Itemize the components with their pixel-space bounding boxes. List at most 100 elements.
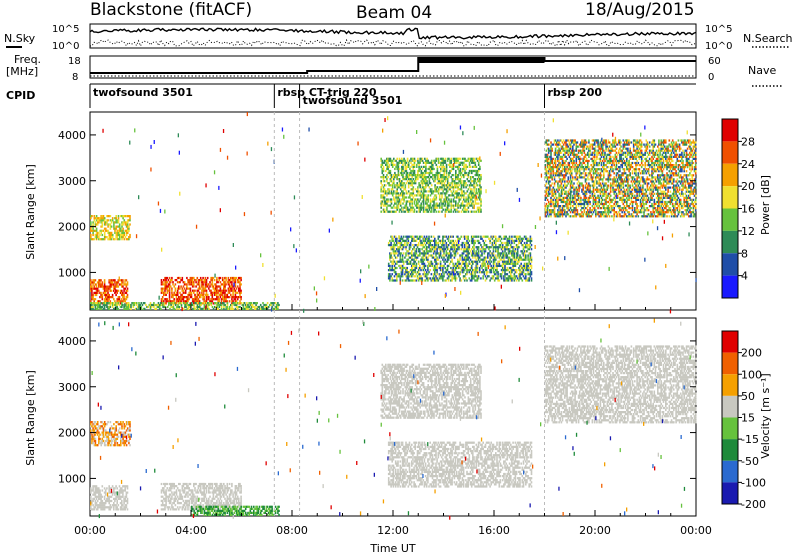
heatmap-cell bbox=[426, 271, 428, 273]
heatmap-cell bbox=[402, 248, 404, 250]
heatmap-cell bbox=[553, 174, 555, 176]
heatmap-cell bbox=[562, 166, 564, 168]
heatmap-cell bbox=[122, 236, 124, 238]
heatmap-cell bbox=[118, 290, 120, 292]
heatmap-cell bbox=[181, 302, 183, 304]
heatmap-cell bbox=[572, 176, 574, 178]
heatmap-cell bbox=[396, 190, 398, 192]
heatmap-cell bbox=[405, 188, 407, 190]
heatmap-cell bbox=[545, 164, 547, 166]
heatmap-cell bbox=[383, 174, 385, 176]
heatmap-cell bbox=[495, 248, 497, 250]
heatmap-cell bbox=[277, 308, 279, 310]
heatmap-cell bbox=[442, 180, 444, 182]
heatmap-cell bbox=[398, 172, 400, 174]
heatmap-cell bbox=[411, 205, 413, 207]
heatmap-cell bbox=[444, 267, 446, 269]
heatmap-cell bbox=[124, 234, 126, 236]
heatmap-cell bbox=[99, 234, 101, 236]
heatmap-cell bbox=[415, 160, 417, 162]
heatmap-cell bbox=[97, 223, 99, 225]
heatmap-cell bbox=[437, 186, 439, 188]
heatmap-cell bbox=[392, 160, 394, 162]
heatmap-cell bbox=[453, 194, 455, 196]
heatmap-cell bbox=[421, 170, 423, 172]
heatmap-cell bbox=[439, 166, 441, 168]
heatmap-cell bbox=[447, 261, 449, 263]
heatmap-cell bbox=[413, 186, 415, 188]
heatmap-cell bbox=[440, 254, 442, 256]
heatmap-cell bbox=[525, 254, 527, 256]
heatmap-cell bbox=[394, 269, 396, 271]
heatmap-cell bbox=[436, 267, 438, 269]
heatmap-cell bbox=[479, 180, 481, 182]
heatmap-cell bbox=[165, 279, 167, 281]
heatmap-cell bbox=[111, 232, 113, 234]
heatmap-cell bbox=[494, 240, 496, 242]
heatmap-cell bbox=[94, 238, 96, 240]
heatmap-cell bbox=[417, 192, 419, 194]
heatmap-cell bbox=[443, 275, 445, 277]
heatmap-cell bbox=[406, 203, 408, 205]
heatmap-cell bbox=[454, 257, 456, 259]
heatmap-cell bbox=[229, 283, 231, 285]
heatmap-cell bbox=[216, 288, 218, 290]
heatmap-cell bbox=[469, 271, 471, 273]
heatmap-cell bbox=[434, 250, 436, 252]
heatmap-cell bbox=[130, 304, 132, 306]
heatmap-cell bbox=[563, 199, 565, 201]
heatmap-cell bbox=[550, 215, 552, 217]
heatmap-cell bbox=[434, 209, 436, 211]
heatmap-cell bbox=[440, 164, 442, 166]
heatmap-cell bbox=[480, 205, 482, 207]
heatmap-cell bbox=[477, 184, 479, 186]
heatmap-cell bbox=[92, 223, 94, 225]
heatmap-cell bbox=[558, 141, 560, 143]
heatmap-cell bbox=[167, 298, 169, 300]
heatmap-cell bbox=[123, 294, 125, 296]
heatmap-cell bbox=[514, 273, 516, 275]
heatmap-cell bbox=[417, 203, 419, 205]
heatmap-cell bbox=[382, 203, 384, 205]
heatmap-cell bbox=[104, 281, 106, 283]
heatmap-cell bbox=[102, 306, 104, 308]
heatmap-cell bbox=[207, 294, 209, 296]
heatmap-cell bbox=[410, 244, 412, 246]
heatmap-cell bbox=[388, 188, 390, 190]
heatmap-cell bbox=[468, 211, 470, 213]
heatmap-cell bbox=[433, 275, 435, 277]
heatmap-cell bbox=[568, 205, 570, 207]
heatmap-cell bbox=[478, 248, 480, 250]
heatmap-cell bbox=[475, 164, 477, 166]
heatmap-cell bbox=[220, 281, 222, 283]
heatmap-cell bbox=[437, 168, 439, 170]
heatmap-cell bbox=[502, 265, 504, 267]
heatmap-cell bbox=[127, 288, 129, 290]
heatmap-cell bbox=[484, 242, 486, 244]
heatmap-cell bbox=[438, 158, 440, 160]
heatmap-cell bbox=[482, 277, 484, 279]
heatmap-cell bbox=[444, 186, 446, 188]
heatmap-cell bbox=[254, 306, 256, 308]
heatmap-cell bbox=[562, 180, 564, 182]
heatmap-cell bbox=[425, 194, 427, 196]
heatmap-cell bbox=[167, 292, 169, 294]
heatmap-cell bbox=[214, 279, 216, 281]
heatmap-cell bbox=[467, 178, 469, 180]
heatmap-cell bbox=[427, 259, 429, 261]
heatmap-cell bbox=[449, 188, 451, 190]
heatmap-cell bbox=[232, 294, 234, 296]
heatmap-cell bbox=[91, 292, 93, 294]
heatmap-cell bbox=[235, 290, 237, 292]
heatmap-cell bbox=[173, 304, 175, 306]
heatmap-cell bbox=[421, 236, 423, 238]
heatmap-cell bbox=[570, 211, 572, 213]
heatmap-cell bbox=[576, 201, 578, 203]
heatmap-cell bbox=[248, 306, 250, 308]
heatmap-cell bbox=[104, 232, 106, 234]
heatmap-cell bbox=[408, 277, 410, 279]
heatmap-cell bbox=[222, 294, 224, 296]
heatmap-cell bbox=[389, 279, 391, 281]
heatmap-cell bbox=[107, 290, 109, 292]
